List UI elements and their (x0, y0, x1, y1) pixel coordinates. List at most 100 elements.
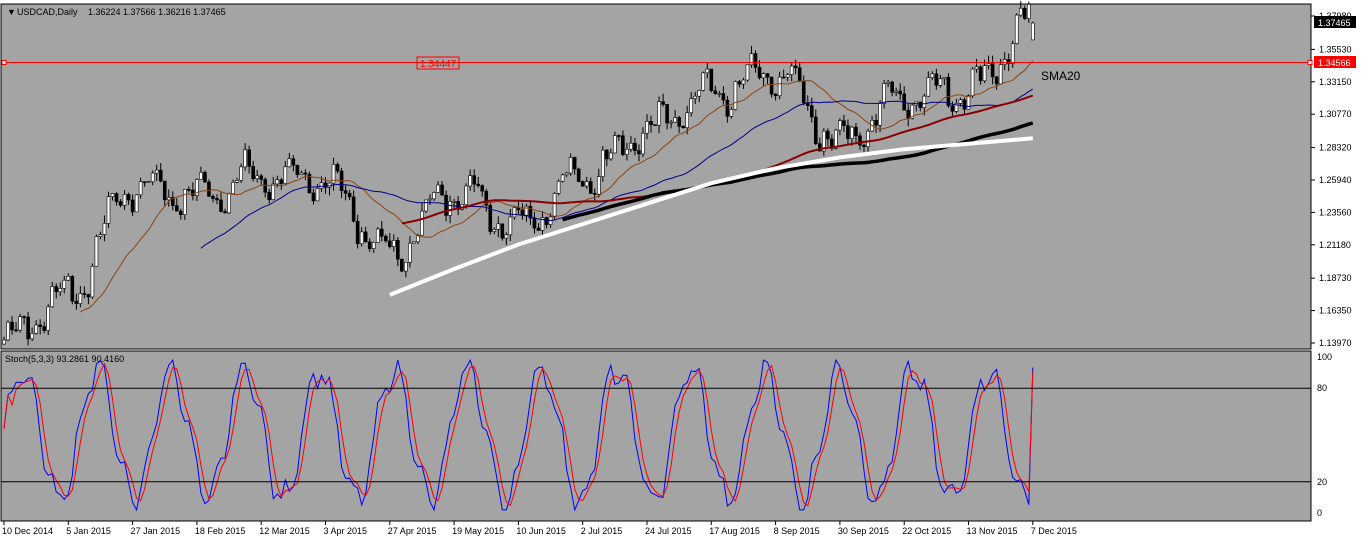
candle (552, 192, 557, 220)
price-tick-label: 1.13970 (1319, 338, 1352, 348)
candle (42, 321, 46, 334)
candle (126, 192, 131, 205)
candle (400, 258, 404, 273)
candle (428, 194, 432, 205)
candle (215, 194, 219, 205)
candle (874, 113, 878, 133)
time-tick-label: 17 Aug 2015 (709, 526, 760, 536)
candle (753, 50, 758, 73)
axes: 1.379801.355301.331501.307701.283201.259… (1, 11, 1352, 536)
candle (34, 320, 38, 335)
candle (605, 148, 609, 167)
candle (560, 173, 565, 183)
candle (633, 137, 637, 156)
candle (367, 238, 372, 252)
candle (540, 211, 545, 239)
candle (1018, 1, 1023, 17)
candle (681, 125, 685, 129)
candle (14, 321, 18, 333)
candle (295, 164, 300, 178)
candle (737, 80, 742, 88)
candle (255, 169, 259, 183)
candle (2, 336, 6, 345)
stoch-tick-label: 100 (1317, 352, 1332, 362)
time-tick-label: 3 Apr 2015 (324, 526, 368, 536)
price-tick-label: 1.23560 (1319, 207, 1352, 217)
time-tick-label: 8 Sep 2015 (774, 526, 820, 536)
time-tick-label: 30 Sep 2015 (838, 526, 889, 536)
main-plot-area[interactable] (0, 3, 1312, 350)
candle (303, 169, 308, 181)
candle (175, 198, 179, 212)
candle (504, 232, 509, 245)
stochastic-plot-area[interactable] (0, 350, 1312, 522)
candle (62, 275, 67, 294)
candle (528, 200, 533, 225)
candle (492, 227, 497, 235)
candle (436, 181, 440, 194)
candle (850, 126, 854, 146)
candle (311, 188, 316, 205)
candle (440, 180, 444, 196)
candle (721, 86, 726, 105)
candle (78, 285, 83, 308)
candle (729, 106, 734, 119)
candle (838, 118, 842, 136)
candle (130, 194, 135, 216)
candle (693, 91, 698, 105)
candle (564, 171, 569, 178)
time-tick-label: 27 Apr 2015 (388, 526, 437, 536)
candle (251, 160, 255, 182)
candle (854, 122, 858, 143)
candle (1031, 21, 1035, 41)
candle (592, 188, 597, 202)
candle (287, 152, 292, 168)
candle (267, 188, 272, 204)
candle (146, 180, 151, 184)
candle (118, 199, 123, 208)
candle (922, 93, 927, 116)
candle (584, 176, 589, 189)
candle (307, 171, 312, 194)
candle (476, 176, 481, 188)
candle (379, 221, 384, 242)
candle (396, 237, 400, 267)
collapse-triangle-icon[interactable]: ▼ (7, 7, 16, 17)
sma20-annotation: SMA20 (1041, 69, 1081, 83)
candle (773, 93, 778, 101)
candle (653, 124, 657, 127)
time-tick-label: 27 Jan 2015 (131, 526, 181, 536)
candle (404, 261, 408, 278)
candle (179, 208, 183, 220)
candle (524, 203, 529, 222)
candle (938, 74, 943, 88)
candle (488, 202, 493, 235)
horizontal-line-value: 1.34447 (420, 59, 457, 70)
candle (1022, 5, 1027, 21)
candle (114, 192, 119, 206)
candle (669, 119, 673, 129)
candle (271, 176, 276, 201)
candle (858, 132, 862, 150)
candle (239, 163, 243, 183)
candle (138, 177, 143, 199)
hline-price-label-text: 1.34566 (1318, 58, 1351, 68)
candle (701, 71, 706, 92)
horizontal-line-label-box[interactable]: 1.34447 (416, 56, 460, 70)
price-tick-label: 1.21180 (1319, 240, 1351, 250)
candle (689, 92, 694, 117)
candle (785, 73, 790, 82)
candle (978, 65, 983, 85)
candle (142, 181, 147, 187)
candle (890, 80, 894, 97)
candle (235, 177, 239, 184)
candle (247, 145, 251, 174)
candle (946, 73, 951, 108)
candle (30, 327, 34, 342)
candle (496, 216, 501, 238)
candle (749, 45, 754, 68)
candle (70, 275, 75, 305)
candle (609, 148, 613, 161)
candle (18, 313, 22, 333)
candle (882, 79, 886, 109)
